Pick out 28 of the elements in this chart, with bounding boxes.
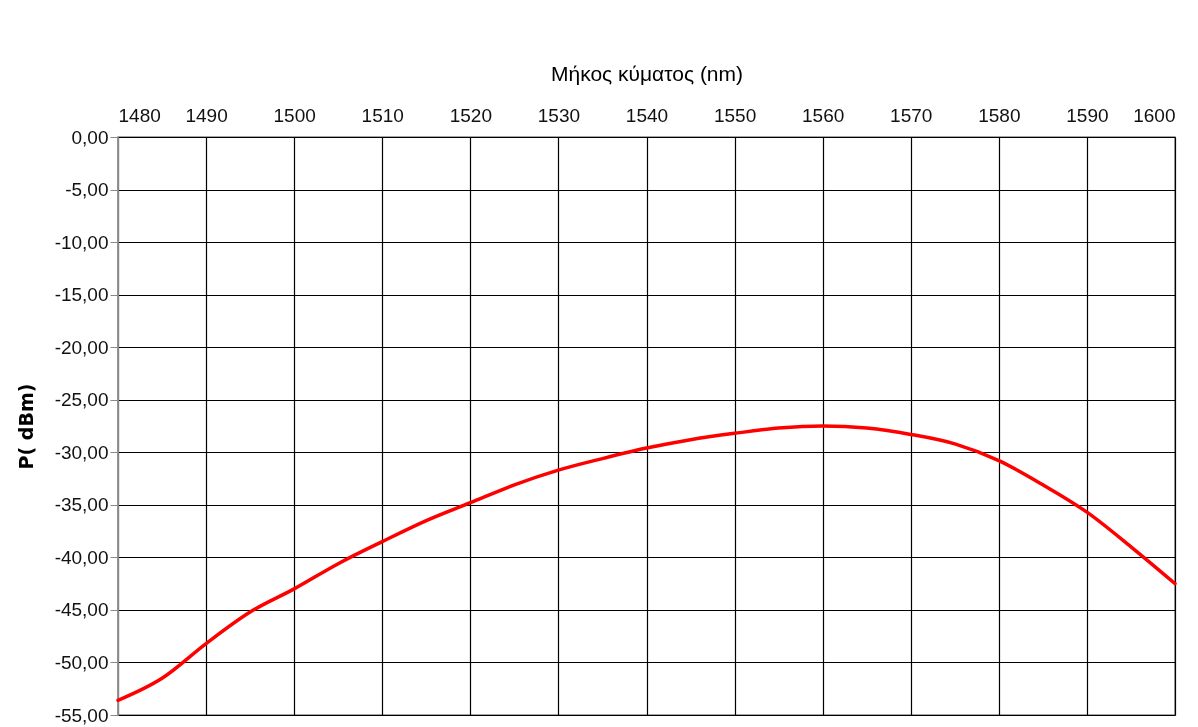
x-tick-label: 1600 bbox=[1133, 104, 1176, 126]
x-tick-label: 1510 bbox=[361, 104, 404, 126]
x-tick-label: 1590 bbox=[1066, 104, 1109, 126]
y-tick-label: -10,00 bbox=[54, 231, 109, 253]
x-tick-label: 1550 bbox=[713, 104, 757, 126]
y-tick-label: -35,00 bbox=[54, 494, 109, 516]
y-tick-label: -45,00 bbox=[54, 599, 109, 621]
x-tick-label: 1520 bbox=[449, 104, 492, 126]
x-axis-title: Μήκος κύματος (nm) bbox=[550, 61, 744, 85]
x-tick-label: 1490 bbox=[185, 104, 228, 126]
y-tick-label: -25,00 bbox=[54, 389, 109, 411]
x-tick-label: 1500 bbox=[273, 104, 316, 126]
y-tick-label: -40,00 bbox=[54, 546, 109, 568]
y-tick-label: -50,00 bbox=[54, 651, 109, 673]
line-series bbox=[116, 424, 1177, 703]
y-tick-label: 0,00 bbox=[71, 126, 109, 148]
x-tick-label: 1540 bbox=[625, 104, 669, 126]
y-tick-label: -30,00 bbox=[54, 441, 109, 463]
y-tick-label: -20,00 bbox=[54, 336, 109, 358]
y-tick-label: -5,00 bbox=[65, 179, 109, 201]
x-tick-label: 1480 bbox=[118, 104, 161, 126]
y-tick-label: -55,00 bbox=[54, 704, 109, 726]
x-tick-label: 1580 bbox=[978, 104, 1021, 126]
x-tick-label: 1530 bbox=[537, 104, 581, 126]
y-tick-label: -15,00 bbox=[54, 284, 109, 306]
x-tick-label: 1560 bbox=[802, 104, 845, 126]
y-axis-title: P( dBm) bbox=[14, 383, 37, 470]
x-tick-label: 1570 bbox=[890, 104, 933, 126]
